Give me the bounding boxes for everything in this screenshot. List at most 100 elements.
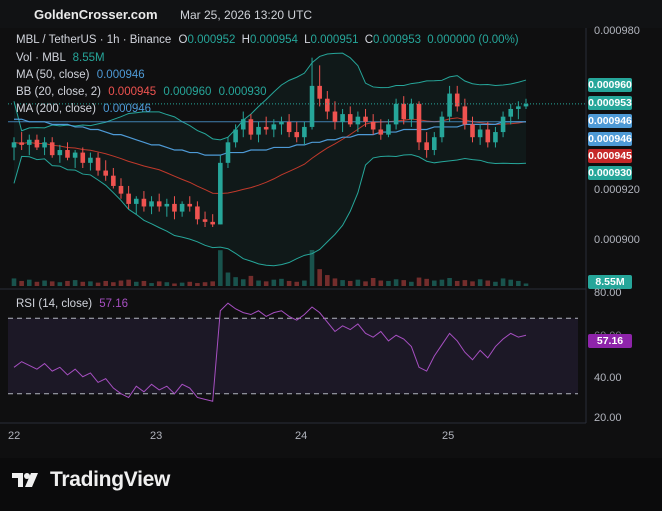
volume-bar (317, 269, 322, 286)
volume-bar (126, 279, 131, 286)
volume-bar (439, 279, 445, 286)
candle-body (26, 139, 32, 145)
volume-bar (11, 278, 17, 286)
volume-bar (370, 278, 376, 286)
volume-bar (279, 278, 284, 286)
legend-bb-label: BB (20, close, 2) (16, 86, 102, 98)
candle-body (355, 116, 361, 125)
legend-low: 0.000951 (310, 34, 359, 46)
candle-body (195, 206, 200, 220)
candle-body (439, 116, 445, 138)
chart-canvas[interactable] (0, 28, 662, 458)
volume-bar (470, 281, 475, 286)
volume-bar (202, 282, 208, 286)
legend-volume-row[interactable]: Vol · MBL 8.55M (16, 52, 105, 64)
volume-bar (508, 279, 514, 286)
candle-body (462, 106, 468, 125)
candle-body (34, 139, 40, 148)
volume-bar (294, 281, 300, 286)
tradingview-wordmark: TradingView (50, 468, 171, 491)
volume-bar (42, 280, 47, 286)
price-axis-label: 0.000900 (594, 234, 640, 246)
volume-bar (225, 272, 231, 286)
candle-body (500, 116, 506, 133)
legend-rsi-row[interactable]: RSI (14, close) 57.16 (16, 298, 128, 310)
volume-bar (179, 282, 185, 286)
legend-vol-label: Vol · MBL (16, 52, 66, 64)
rsi-band-fill (8, 318, 578, 394)
volume-bar (493, 281, 498, 286)
volume-bar (218, 250, 223, 286)
candle-body (126, 193, 131, 204)
candle-body (294, 132, 300, 138)
candle-body (263, 126, 269, 130)
candle-body (141, 198, 147, 207)
volume-bar (19, 280, 24, 286)
candle-body (485, 129, 491, 143)
candle-body (256, 126, 261, 135)
candle-body (149, 201, 154, 207)
rsi-axis-label: 20.00 (594, 412, 622, 424)
volume-tag: 8.55M (588, 275, 632, 289)
legend-ma50-row[interactable]: MA (50, close) 0.000946 (16, 69, 145, 81)
volume-bar (432, 280, 437, 286)
candle-body (508, 108, 514, 117)
volume-bar (309, 250, 315, 286)
candle-body (57, 150, 63, 156)
legend-l-label: L (304, 34, 311, 46)
candle-body (516, 106, 521, 109)
tradingview-logo[interactable]: TradingView (12, 468, 170, 492)
candle-body (347, 114, 353, 125)
volume-bar (302, 280, 307, 286)
legend-ma200-row[interactable]: MA (200, close) 0.000946 (16, 103, 151, 115)
volume-bar (111, 282, 116, 286)
legend-ma50-value: 0.000946 (96, 69, 145, 81)
volume-bar (424, 278, 429, 286)
chart-frame[interactable]: MBL / TetherUS · 1h · Binance O0.000952 … (0, 25, 662, 458)
price-tag-bb-mid: 0.000945 (588, 149, 632, 163)
candle-body (133, 198, 139, 204)
volume-bar (477, 279, 483, 286)
price-axis-label: 0.000980 (594, 25, 640, 37)
candle-body (416, 103, 422, 143)
candle-body (401, 103, 407, 120)
volume-bar (72, 280, 78, 286)
volume-bar (271, 279, 277, 286)
volume-bar (523, 283, 529, 286)
volume-bar (409, 281, 414, 286)
time-axis-label: 24 (295, 430, 308, 442)
candle-body (432, 137, 437, 151)
volume-bar (340, 280, 345, 286)
volume-bar (172, 283, 177, 286)
volume-bar (248, 275, 254, 286)
candle-body (370, 121, 376, 130)
price-tag-ma200: 0.000946 (588, 132, 632, 146)
candle-body (286, 121, 292, 133)
legend-ma200-label: MA (200, close) (16, 103, 96, 115)
price-tag-bb-lower: 0.000930 (588, 166, 632, 180)
candle-body (111, 175, 116, 186)
volume-bar (156, 281, 162, 286)
legend-bb-row[interactable]: BB (20, close, 2) 0.000945 0.000960 0.00… (16, 86, 267, 98)
legend-bb-upper: 0.000960 (163, 86, 212, 98)
volume-bar (347, 280, 353, 286)
candle-body (386, 124, 391, 135)
candle-body (477, 129, 483, 138)
legend-vol-value: 8.55M (72, 52, 105, 64)
legend-high: 0.000954 (249, 34, 298, 46)
candle-body (309, 85, 315, 127)
volume-bar (256, 280, 261, 286)
candle-body (378, 129, 384, 135)
candle-body (393, 103, 399, 125)
legend-symbol-row: MBL / TetherUS · 1h · Binance O0.000952 … (16, 34, 519, 46)
volume-bar (462, 280, 468, 286)
volume-bar (386, 280, 391, 286)
candle-body (80, 152, 86, 163)
legend-open: 0.000952 (187, 34, 236, 46)
volume-bar (57, 282, 63, 286)
legend-bb-mid: 0.000945 (108, 86, 157, 98)
candle-body (118, 185, 124, 194)
legend-symbol[interactable]: MBL / TetherUS · 1h · Binance (16, 34, 172, 46)
volume-bar (34, 281, 40, 286)
candle-body (240, 119, 246, 130)
